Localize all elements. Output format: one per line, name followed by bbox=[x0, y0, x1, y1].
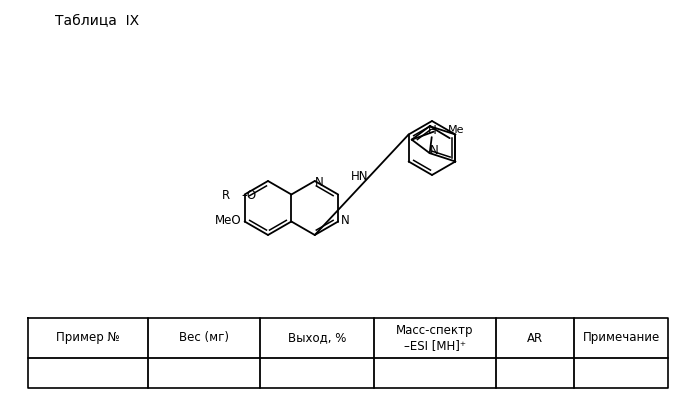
Text: Me: Me bbox=[447, 125, 464, 135]
Text: Выход, %: Выход, % bbox=[288, 331, 346, 344]
Text: N: N bbox=[431, 144, 439, 157]
Text: –O: –O bbox=[242, 189, 257, 202]
Text: Масс-спектр
–ESI [MH]⁺: Масс-спектр –ESI [MH]⁺ bbox=[396, 324, 474, 352]
Text: R: R bbox=[221, 189, 230, 202]
Text: Вес (мг): Вес (мг) bbox=[179, 331, 229, 344]
Text: Пример №: Пример № bbox=[56, 331, 120, 344]
Text: MeO: MeO bbox=[215, 214, 242, 227]
Text: N: N bbox=[341, 214, 350, 227]
Text: Таблица  IX: Таблица IX bbox=[55, 14, 139, 28]
Text: N: N bbox=[314, 177, 323, 190]
Text: Примечание: Примечание bbox=[582, 331, 660, 344]
Text: HN: HN bbox=[351, 170, 369, 183]
Text: H: H bbox=[429, 124, 437, 137]
Text: AR: AR bbox=[527, 331, 543, 344]
